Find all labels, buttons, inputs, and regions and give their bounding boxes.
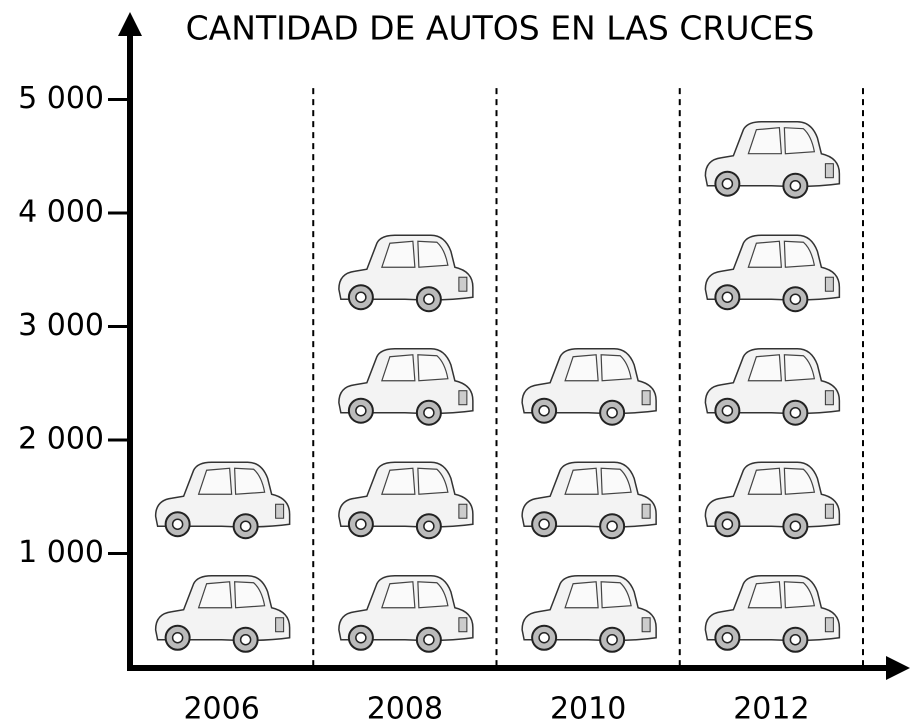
pictograph-column (705, 122, 839, 652)
hub (607, 635, 617, 645)
car-grill (825, 164, 833, 178)
hub (722, 179, 732, 189)
car-icon (705, 576, 839, 652)
car-grill (825, 391, 833, 405)
hub (539, 633, 549, 643)
car-icon (705, 122, 839, 198)
hub (790, 181, 800, 191)
car-grill (642, 504, 650, 518)
pictograph-column (156, 462, 290, 652)
car-icon (522, 349, 656, 425)
hub (539, 519, 549, 529)
hub (790, 521, 800, 531)
car-icon (339, 576, 473, 652)
car-grill (459, 618, 467, 632)
hub (356, 519, 366, 529)
y-tick-label: 5 000 (18, 81, 104, 116)
hub (173, 519, 183, 529)
hub (790, 294, 800, 304)
car-grill (825, 504, 833, 518)
hub (424, 521, 434, 531)
hub (539, 406, 549, 416)
y-tick-label: 3 000 (18, 308, 104, 343)
car-grill (276, 618, 284, 632)
car-grill (642, 391, 650, 405)
hub (173, 633, 183, 643)
hub (356, 406, 366, 416)
pictograph-column (522, 349, 656, 652)
hub (722, 292, 732, 302)
car-icon (339, 349, 473, 425)
car-icon (705, 235, 839, 311)
car-grill (825, 277, 833, 291)
car-grill (459, 391, 467, 405)
x-tick-label: 2010 (550, 692, 626, 725)
car-icon (705, 349, 839, 425)
car-icon (522, 576, 656, 652)
hub (790, 408, 800, 418)
hub (607, 408, 617, 418)
car-grill (459, 504, 467, 518)
hub (241, 521, 251, 531)
car-icon (339, 462, 473, 538)
hub (424, 294, 434, 304)
chart-title: CANTIDAD DE AUTOS EN LAS CRUCES (186, 9, 815, 48)
x-tick-label: 2006 (183, 692, 259, 725)
car-grill (825, 618, 833, 632)
hub (722, 633, 732, 643)
y-tick-label: 2 000 (18, 421, 104, 456)
car-icon (156, 462, 290, 538)
y-tick-label: 4 000 (18, 194, 104, 229)
car-grill (459, 277, 467, 291)
y-tick-label: 1 000 (18, 535, 104, 570)
hub (356, 292, 366, 302)
car-grill (642, 618, 650, 632)
hub (722, 519, 732, 529)
car-icon (156, 576, 290, 652)
x-tick-label: 2012 (733, 692, 809, 725)
hub (607, 521, 617, 531)
car-icon (522, 462, 656, 538)
hub (241, 635, 251, 645)
pictograph-column (339, 235, 473, 652)
x-tick-label: 2008 (367, 692, 443, 725)
hub (356, 633, 366, 643)
hub (424, 408, 434, 418)
car-grill (276, 504, 284, 518)
chart: CANTIDAD DE AUTOS EN LAS CRUCES 1 000 2 0… (0, 0, 910, 725)
hub (790, 635, 800, 645)
car-icon (339, 235, 473, 311)
car-icon (705, 462, 839, 538)
hub (424, 635, 434, 645)
hub (722, 406, 732, 416)
